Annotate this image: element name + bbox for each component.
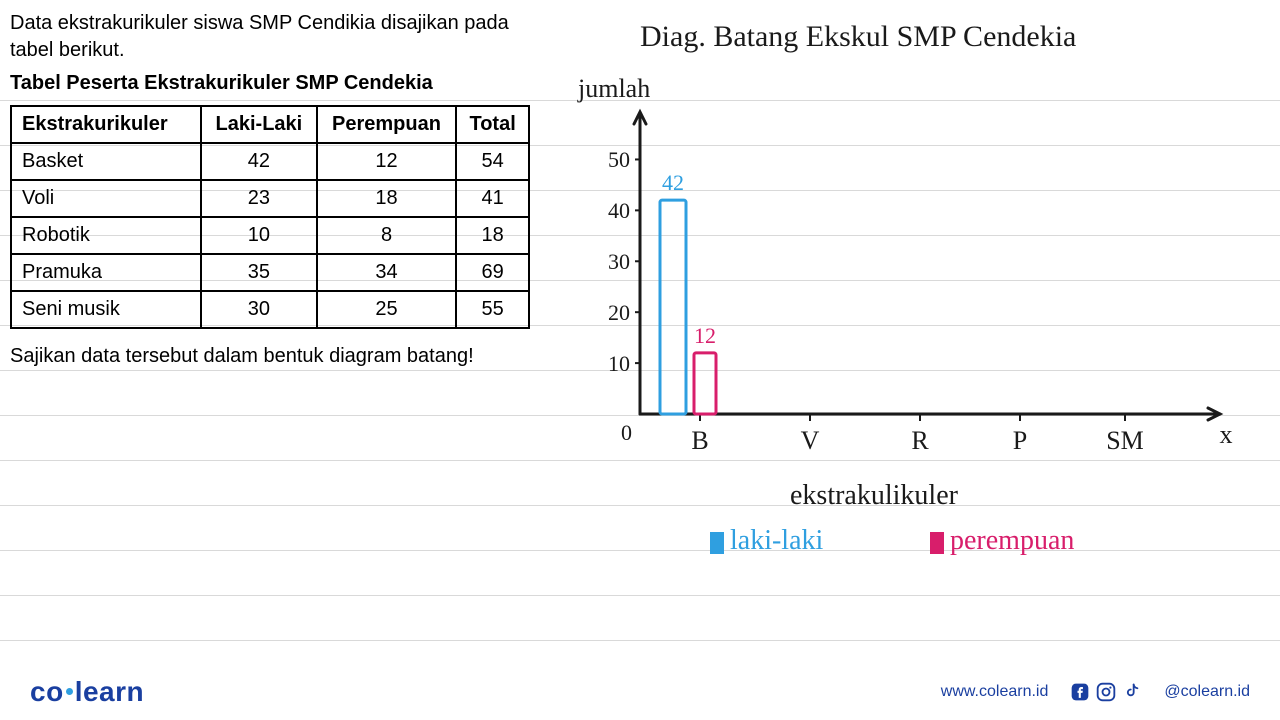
table-cell: Robotik [11,217,201,254]
table-row: Robotik10818 [11,217,529,254]
x-tick-label: SM [1106,426,1144,456]
x-tick-label: P [1013,426,1027,456]
table-title: Tabel Peserta Ekstrakurikuler SMP Cendek… [10,72,540,95]
table-cell: 34 [317,254,456,291]
table-cell: Basket [11,143,201,180]
facebook-icon [1070,682,1090,702]
instruction-text: Sajikan data tersebut dalam bentuk diagr… [10,345,540,368]
y-tick-label: 40 [590,198,630,224]
y-tick-label: 10 [590,351,630,377]
intro-text: Data ekstrakurikuler siswa SMP Cendikia … [10,10,540,64]
x-end-label: x [1220,420,1233,450]
legend-female: perempuan [930,525,1074,557]
table-row: Basket421254 [11,143,529,180]
table-cell: 18 [317,180,456,217]
table-cell: 41 [456,180,529,217]
brand-learn: learn [75,676,144,707]
x-axis-label: ekstrakulikuler [790,480,958,512]
brand-dot-icon [66,688,73,695]
chart-panel: Diag. Batang Ekskul SMP Cendekia jumlah … [560,10,1260,514]
table-row: Seni musik302555 [11,291,529,328]
y-tick-label: 20 [590,300,630,326]
table-cell: Seni musik [11,291,201,328]
column-header: Total [456,106,529,143]
table-cell: 10 [201,217,317,254]
left-panel: Data ekstrakurikuler siswa SMP Cendikia … [10,10,540,368]
x-tick-label: R [911,426,928,456]
footer-url: www.colearn.id [941,683,1049,701]
table-cell: 35 [201,254,317,291]
table-cell: 55 [456,291,529,328]
legend-female-label: perempuan [950,525,1074,556]
y-tick-label: 30 [590,249,630,275]
chart-title: Diag. Batang Ekskul SMP Cendekia [640,20,1260,54]
table-cell: 23 [201,180,317,217]
footer: colearn www.colearn.id @colearn.id [0,672,1280,712]
table-cell: 25 [317,291,456,328]
legend-male-label: laki-laki [730,525,823,556]
chart-area: jumlah 10203040500xBVRPSM4212 [560,64,1240,514]
bar-value-label: 42 [662,170,684,196]
table-cell: 18 [456,217,529,254]
table-cell: 30 [201,291,317,328]
origin-label: 0 [602,420,632,446]
x-tick-label: V [801,426,820,456]
legend-male: laki-laki [710,525,823,557]
table-cell: 69 [456,254,529,291]
footer-right: www.colearn.id @colearn.id [941,682,1250,702]
column-header: Laki-Laki [201,106,317,143]
table-cell: Pramuka [11,254,201,291]
column-header: Perempuan [317,106,456,143]
data-table: EkstrakurikulerLaki-LakiPerempuanTotal B… [10,105,530,329]
instagram-icon [1096,682,1116,702]
tiktok-icon [1122,682,1142,702]
x-tick-label: B [691,426,708,456]
brand-co: co [30,676,64,707]
social-icons [1070,682,1142,702]
table-cell: 12 [317,143,456,180]
column-header: Ekstrakurikuler [11,106,201,143]
footer-handle: @colearn.id [1164,683,1250,701]
table-row: Pramuka353469 [11,254,529,291]
table-cell: 8 [317,217,456,254]
y-tick-label: 50 [590,147,630,173]
table-row: Voli231841 [11,180,529,217]
bar-value-label: 12 [694,323,716,349]
table-cell: 54 [456,143,529,180]
table-cell: 42 [201,143,317,180]
table-cell: Voli [11,180,201,217]
brand-logo: colearn [30,676,144,708]
